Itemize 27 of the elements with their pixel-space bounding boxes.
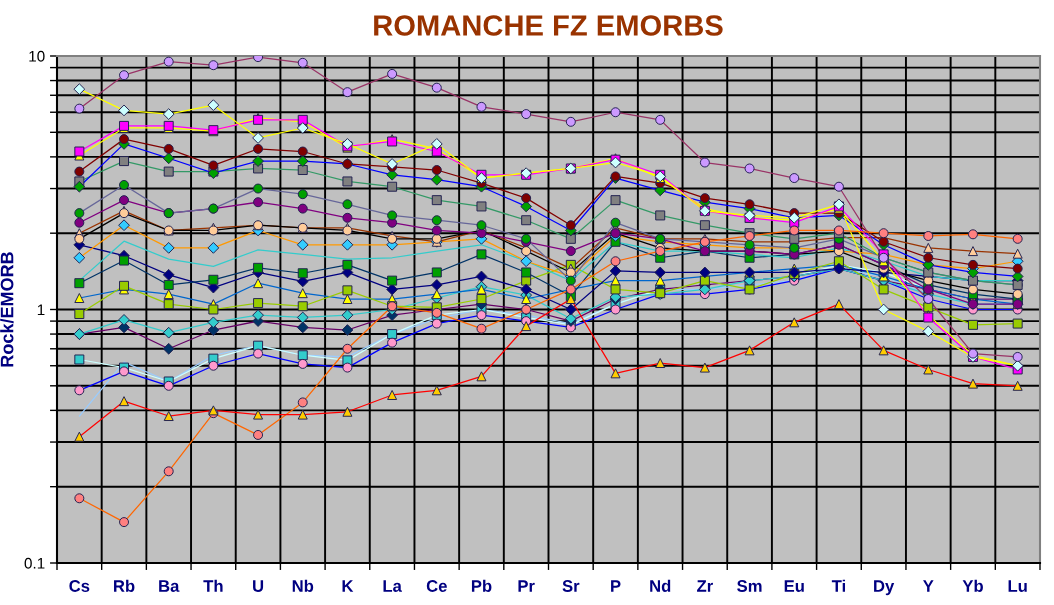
chart-title: ROMANCHE FZ EMORBS <box>374 15 723 36</box>
x-tick-label: Rb <box>114 579 135 592</box>
x-tick-label: U <box>253 580 264 592</box>
x-tick-label: Y <box>923 580 934 592</box>
x-tick-label: Pb <box>471 579 492 592</box>
x-tick-label: Yb <box>962 579 983 592</box>
x-tick-label: Sm <box>737 580 762 592</box>
y-tick-label: 0.1 <box>24 557 45 569</box>
x-tick-label: Dy <box>874 580 895 596</box>
y-tick-label: 1 <box>37 304 45 316</box>
x-tick-label: Ba <box>159 580 180 592</box>
x-tick-label: Th <box>203 579 223 592</box>
x-tick-label: Nd <box>650 579 671 592</box>
x-tick-label: Pr <box>518 580 535 592</box>
x-tick-label: Ce <box>426 580 447 592</box>
x-tick-label: Nb <box>292 579 314 592</box>
x-tick-label: Cs <box>69 580 90 592</box>
x-tick-label: La <box>383 580 402 592</box>
x-tick-label: Sr <box>562 580 580 592</box>
x-tick-label: K <box>342 580 354 592</box>
x-tick-label: Ti <box>831 579 846 592</box>
y-axis-title: Rock/EMORB <box>0 252 14 367</box>
x-tick-label: Eu <box>784 580 804 592</box>
y-tick-label: 10 <box>29 50 45 62</box>
x-tick-label: P <box>611 580 621 592</box>
x-tick-label: Zr <box>697 580 713 592</box>
x-tick-label: Lu <box>1008 580 1027 592</box>
